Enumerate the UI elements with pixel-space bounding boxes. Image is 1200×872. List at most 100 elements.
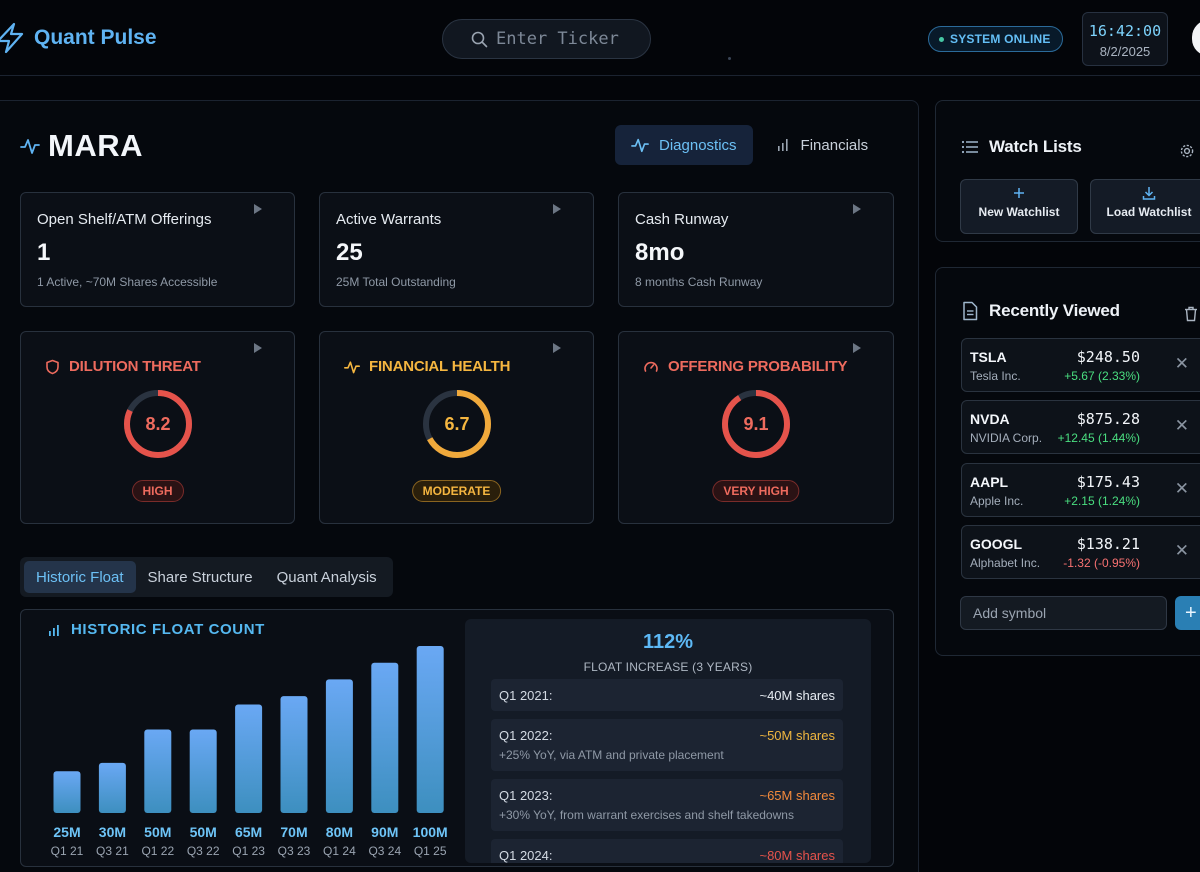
view-tabs: Diagnostics Financials (615, 125, 884, 165)
download-icon (1142, 187, 1156, 200)
recent-item-googl[interactable]: GOOGL Alphabet Inc. $138.21 -1.32 (-0.95… (961, 525, 1200, 579)
expand-arrow-icon[interactable] (254, 343, 262, 353)
float-bar (280, 696, 308, 813)
gauge-arc (423, 390, 491, 458)
bar-value-label: 65M (235, 824, 262, 840)
summary-card-warrants[interactable]: Active Warrants 25 25M Total Outstanding (319, 192, 594, 307)
tab-historic-float[interactable]: Historic Float (24, 561, 136, 593)
card-label: Active Warrants (336, 211, 442, 228)
bar-value-label: 30M (99, 824, 126, 840)
app-logo[interactable]: Quant Pulse (0, 22, 157, 54)
gauge-ring (722, 390, 790, 458)
recent-item-aapl[interactable]: AAPL Apple Inc. $175.43 +2.15 (1.24%) ✕ (961, 463, 1200, 517)
add-symbol-button[interactable]: + (1175, 596, 1200, 630)
recent-name: Alphabet Inc. (970, 556, 1041, 570)
gauge-card-financial-health[interactable]: FINANCIAL HEALTH 6.7 MODERATE (319, 331, 594, 524)
card-value: 25 (336, 239, 363, 266)
recent-price: $175.43 (1076, 473, 1140, 491)
ticker-search[interactable] (442, 19, 651, 59)
gauge-title-label: FINANCIAL HEALTH (369, 358, 511, 375)
document-icon (963, 301, 978, 321)
bar-value-label: 70M (280, 824, 307, 840)
card-label: Open Shelf/ATM Offerings (37, 211, 212, 228)
load-watchlist-label: Load Watchlist (1106, 205, 1192, 219)
bar-chart-icon (777, 139, 788, 151)
trash-icon[interactable] (1184, 306, 1198, 322)
float-stats-panel: 112% FLOAT INCREASE (3 YEARS) Q1 2021: ~… (465, 619, 871, 863)
float-bar (144, 729, 172, 813)
expand-arrow-icon[interactable] (553, 204, 561, 214)
chart-title-label: HISTORIC FLOAT COUNT (71, 621, 265, 638)
float-bar (416, 646, 444, 813)
float-increase-caption: FLOAT INCREASE (3 YEARS) (583, 660, 753, 674)
status-badge: SYSTEM ONLINE (928, 26, 1063, 52)
remove-x-icon[interactable]: ✕ (1174, 416, 1189, 435)
gauge-ring (124, 390, 192, 458)
summary-card-shelf[interactable]: Open Shelf/ATM Offerings 1 1 Active, ~70… (20, 192, 295, 307)
recent-change: +2.15 (1.24%) (1064, 494, 1140, 508)
gear-icon[interactable] (1179, 143, 1195, 159)
bar-chart-icon (49, 624, 59, 636)
gauge-card-offering-probability[interactable]: OFFERING PROBABILITY 9.1 VERY HIGH (618, 331, 894, 524)
tab-share-structure[interactable]: Share Structure (147, 568, 253, 586)
expand-arrow-icon[interactable] (853, 204, 861, 214)
bar-value-label: 50M (190, 824, 217, 840)
add-symbol-input[interactable] (960, 596, 1167, 630)
recent-change: +12.45 (1.44%) (1057, 431, 1140, 445)
bar-value-label: 25M (53, 824, 80, 840)
timeline-value: ~80M shares (759, 848, 835, 863)
gauge-title: OFFERING PROBABILITY (643, 358, 848, 375)
status-label: SYSTEM ONLINE (950, 32, 1051, 46)
bar-category-label: Q3 22 (187, 844, 220, 858)
expand-arrow-icon[interactable] (254, 204, 262, 214)
bar-value-label: 50M (144, 824, 171, 840)
recent-symbol: AAPL (970, 474, 1009, 490)
summary-card-runway[interactable]: Cash Runway 8mo 8 months Cash Runway (618, 192, 894, 307)
remove-x-icon[interactable]: ✕ (1174, 541, 1189, 560)
load-watchlist-button[interactable]: Load Watchlist (1090, 179, 1200, 234)
recent-item-tsla[interactable]: TSLA Tesla Inc. $248.50 +5.67 (2.33%) ✕ (961, 338, 1200, 392)
gauge-score: 9.1 (743, 413, 769, 434)
gauge-card-dilution[interactable]: DILUTION THREAT 8.2 HIGH (20, 331, 295, 524)
plus-icon (1014, 188, 1024, 198)
chart-title: HISTORIC FLOAT COUNT (47, 621, 265, 638)
bar-category-label: Q1 21 (51, 844, 84, 858)
timeline-note: +30% YoY, from warrant exercises and she… (499, 808, 794, 822)
timeline-item: Q1 2021: ~40M shares (491, 679, 843, 711)
recent-name: Tesla Inc. (970, 369, 1021, 383)
tab-quant-analysis[interactable]: Quant Analysis (276, 568, 377, 586)
remove-x-icon[interactable]: ✕ (1174, 479, 1189, 498)
user-avatar[interactable] (1192, 20, 1200, 56)
activity-icon (344, 360, 360, 373)
recent-change: +5.67 (2.33%) (1064, 369, 1140, 383)
bar-category-label: Q3 24 (368, 844, 401, 858)
timeline-quarter: Q1 2022: (499, 728, 553, 743)
bar-category-label: Q3 23 (278, 844, 311, 858)
new-watchlist-button[interactable]: New Watchlist (960, 179, 1078, 234)
recent-item-nvda[interactable]: NVDA NVIDIA Corp. $875.28 +12.45 (1.44%)… (961, 400, 1200, 454)
float-bar (98, 762, 126, 813)
recent-price: $248.50 (1076, 348, 1140, 366)
timeline-value: ~50M shares (759, 728, 835, 743)
bar-value-label: 100M (413, 824, 448, 840)
new-watchlist-label: New Watchlist (978, 205, 1060, 219)
remove-x-icon[interactable]: ✕ (1174, 354, 1189, 373)
timeline-quarter: Q1 2021: (499, 688, 553, 703)
float-bar-chart: 25M Q1 21 30M Q3 21 50M Q1 22 50M Q3 22 65M Q1 23… (51, 646, 448, 858)
ticker-search-input[interactable] (496, 29, 646, 49)
analysis-tabs: Historic Float Share Structure Quant Ana… (20, 557, 393, 597)
float-bar (53, 771, 81, 813)
expand-arrow-icon[interactable] (853, 343, 861, 353)
recent-name: Apple Inc. (970, 494, 1024, 508)
tab-diagnostics[interactable]: Diagnostics (615, 125, 753, 165)
timeline-item: Q1 2023: ~65M shares +30% YoY, from warr… (491, 779, 843, 831)
ticker-symbol: MARA (48, 128, 143, 163)
expand-arrow-icon[interactable] (553, 343, 561, 353)
clock-widget: 16:42:00 8/2/2025 (1082, 12, 1168, 66)
float-bar (371, 662, 399, 813)
activity-icon (631, 138, 649, 153)
timeline-quarter: Q1 2024: (499, 848, 553, 863)
tab-financials[interactable]: Financials (759, 125, 885, 165)
recent-price: $138.21 (1076, 535, 1140, 553)
gauge-score: 6.7 (444, 413, 470, 434)
